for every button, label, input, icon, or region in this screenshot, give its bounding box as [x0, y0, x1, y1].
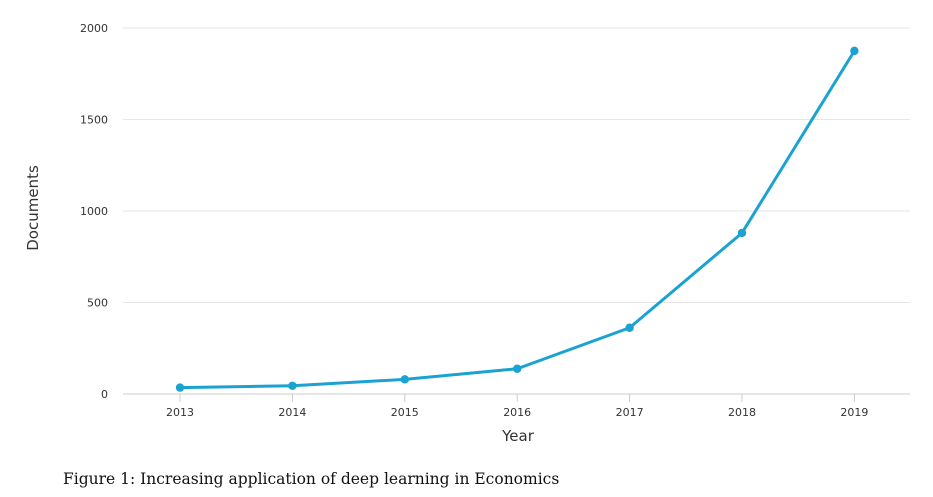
x-tick-label: 2014 [278, 406, 306, 419]
y-axis-title: Documents [24, 165, 42, 251]
data-point [625, 323, 634, 332]
y-axis-ticks: 0 500 1000 1500 2000 [80, 22, 108, 401]
x-tick-label: 2016 [503, 406, 531, 419]
y-tick-label: 2000 [80, 22, 108, 35]
grid-lines [123, 27, 910, 303]
data-point [400, 375, 409, 384]
y-tick-label: 1500 [80, 114, 108, 127]
figure-caption: Figure 1: Increasing application of deep… [63, 470, 560, 488]
x-tick-label: 2017 [616, 406, 644, 419]
data-point [175, 383, 185, 392]
series-documents [175, 46, 859, 392]
y-tick-label: 1000 [80, 205, 108, 218]
y-tick-label: 0 [101, 388, 108, 401]
series-line [178, 49, 856, 390]
data-point [288, 381, 297, 390]
y-tick-label: 500 [87, 297, 108, 310]
data-point [513, 364, 522, 373]
x-tick-label: 2019 [840, 406, 868, 419]
x-tick-label: 2018 [728, 406, 756, 419]
x-axis-title: Year [501, 427, 535, 445]
data-point [737, 228, 747, 238]
x-axis-ticks: 2013 2014 2015 2016 2017 2018 2019 [166, 394, 868, 419]
x-tick-label: 2015 [391, 406, 419, 419]
x-tick-label: 2013 [166, 406, 194, 419]
data-point [850, 46, 859, 56]
